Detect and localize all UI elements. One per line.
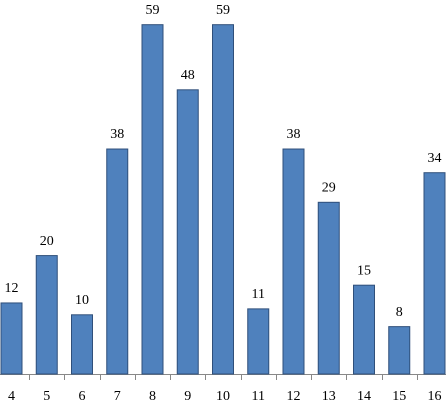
x-tick-label: 10 [216, 389, 230, 404]
value-label: 34 [428, 151, 442, 166]
x-tick-label: 7 [114, 389, 121, 404]
value-label: 59 [216, 3, 230, 18]
bar [282, 148, 305, 375]
bar [247, 308, 270, 375]
x-tick-label: 5 [43, 389, 50, 404]
value-label: 15 [357, 263, 371, 278]
bar [141, 24, 164, 375]
value-label: 38 [287, 127, 301, 142]
x-tick-label: 14 [357, 389, 371, 404]
x-tick-label: 16 [428, 389, 442, 404]
bar [106, 148, 129, 375]
x-tick-label: 8 [149, 389, 156, 404]
value-label: 8 [396, 305, 403, 320]
x-tick-label: 13 [322, 389, 336, 404]
bar [353, 284, 375, 375]
value-label: 11 [252, 287, 265, 302]
x-tick-label: 4 [8, 389, 15, 404]
bar [176, 89, 199, 375]
x-tick-label: 11 [252, 389, 265, 404]
bar [423, 172, 446, 375]
value-label: 29 [322, 181, 336, 196]
x-tick-label: 9 [184, 389, 191, 404]
bar [0, 302, 23, 375]
bar [388, 326, 411, 375]
bar [35, 255, 58, 375]
value-label: 20 [40, 234, 54, 249]
x-tick-label: 12 [287, 389, 301, 404]
bar [212, 24, 234, 375]
value-label: 12 [5, 281, 19, 296]
value-label: 38 [110, 127, 124, 142]
value-label: 48 [181, 68, 195, 83]
x-tick-label: 15 [392, 389, 406, 404]
bar [317, 201, 340, 375]
value-label: 10 [75, 293, 89, 308]
x-tick-label: 6 [79, 389, 86, 404]
bar [71, 314, 93, 375]
value-label: 59 [146, 3, 160, 18]
